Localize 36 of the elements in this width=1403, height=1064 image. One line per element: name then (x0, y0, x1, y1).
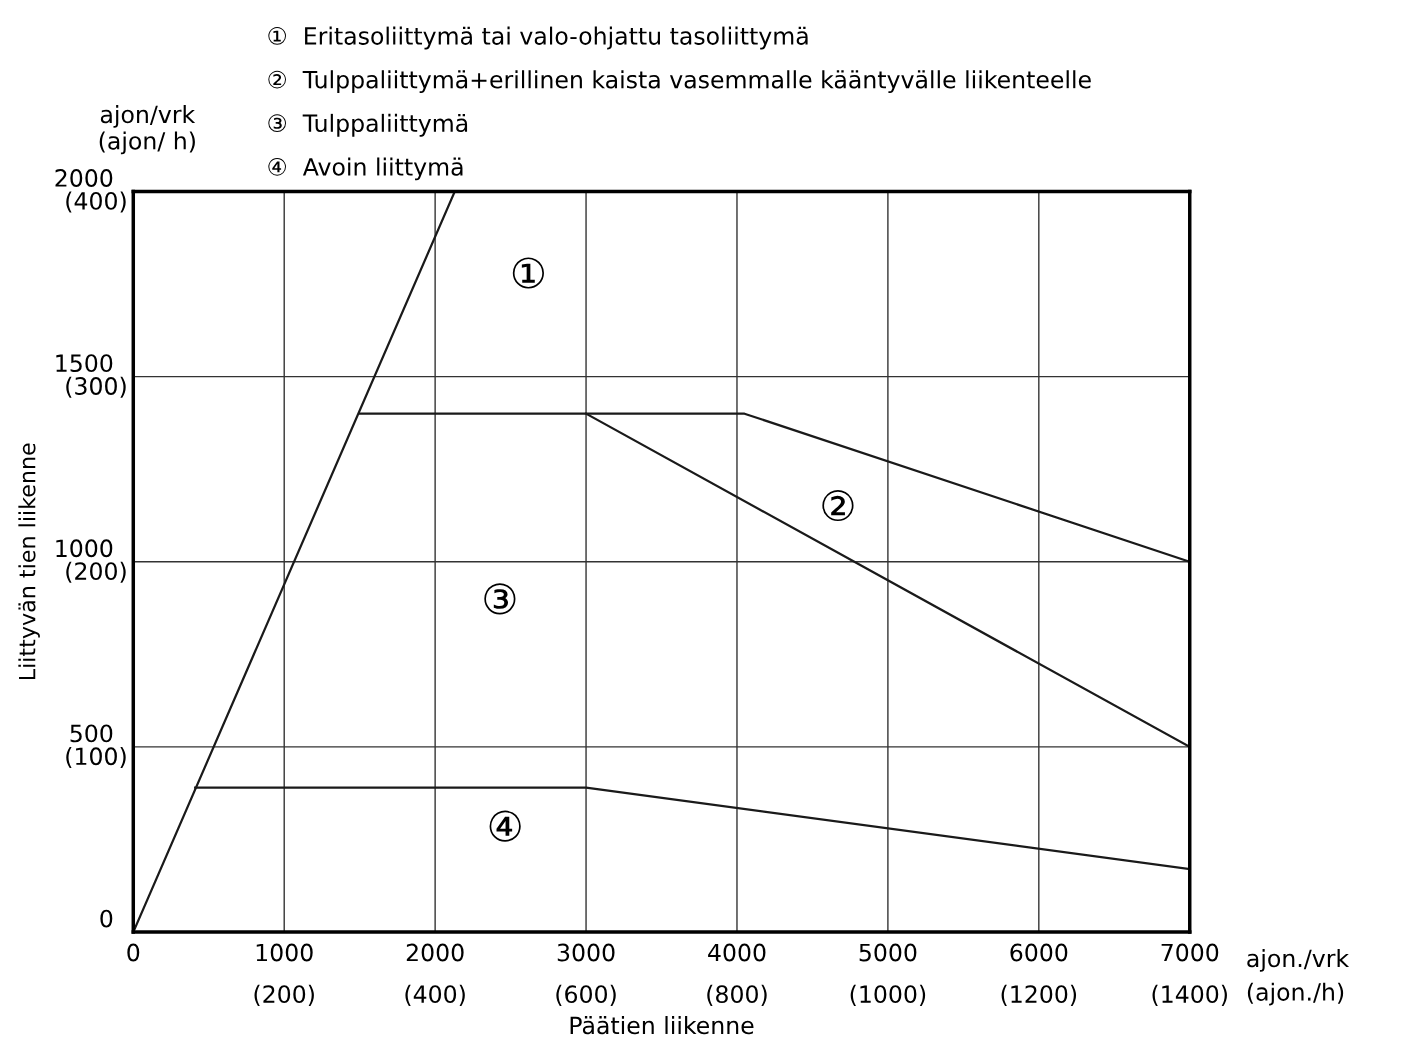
x2-tick-label: (1200) (1001, 984, 1077, 1006)
x-tick-label: 3000 (557, 943, 615, 962)
x2-tick-label: (200) (254, 984, 314, 1006)
annotation: ④ (489, 810, 521, 842)
x-tick-label: 0 (127, 943, 140, 962)
x-axis-title: Päätien liikenne (570, 1016, 754, 1035)
x2-tick-label: (800) (707, 984, 767, 1006)
x-tick-label: 4000 (708, 943, 766, 962)
x-tick-label: 2000 (406, 943, 464, 962)
x2-tick-label: (1000) (850, 984, 926, 1006)
x-tick-label: 1000 (256, 943, 313, 962)
x2-tick-label: (600) (556, 984, 616, 1006)
y-tick-label: 2000 (55, 169, 113, 187)
x2-tick-label: (400) (405, 984, 465, 1006)
text: ajon./vrk (ajon./h) (1247, 949, 1350, 1006)
y2-tick-label: (300) (66, 376, 126, 398)
text: ② Tulppaliittymä+erillinen kaista vasemmalle kääntyvälle liikenteelle (268, 70, 1091, 94)
y-tick-label: 1000 (56, 539, 113, 558)
annotation: ② (822, 489, 854, 522)
x-tick-label: 6000 (1010, 943, 1068, 962)
annotation: ① (512, 257, 544, 289)
text: ① Eritasoliittymä tai valo-ohjattu tasoliittymä (268, 26, 808, 50)
text: ④ Avoin liittymä (268, 157, 463, 181)
text: ajon/vrk (ajon/ h) (99, 104, 196, 155)
text: ③ Tulppaliittymä (268, 113, 468, 137)
x-tick-label: 7000 (1161, 943, 1219, 962)
y2-tick-label: (100) (66, 746, 126, 768)
y-tick-label: 0 (100, 909, 113, 928)
y2-tick-label: (400) (66, 191, 126, 213)
annotation: ③ (484, 583, 516, 615)
y-tick-label: 1500 (56, 354, 113, 373)
y-tick-label: 500 (70, 724, 113, 743)
x2-tick-label: (1400) (1152, 984, 1227, 1006)
y2-tick-label: (200) (66, 561, 126, 583)
y-axis-title: Liittyvän tien liikenne (18, 443, 40, 680)
x-tick-label: 5000 (859, 943, 917, 962)
